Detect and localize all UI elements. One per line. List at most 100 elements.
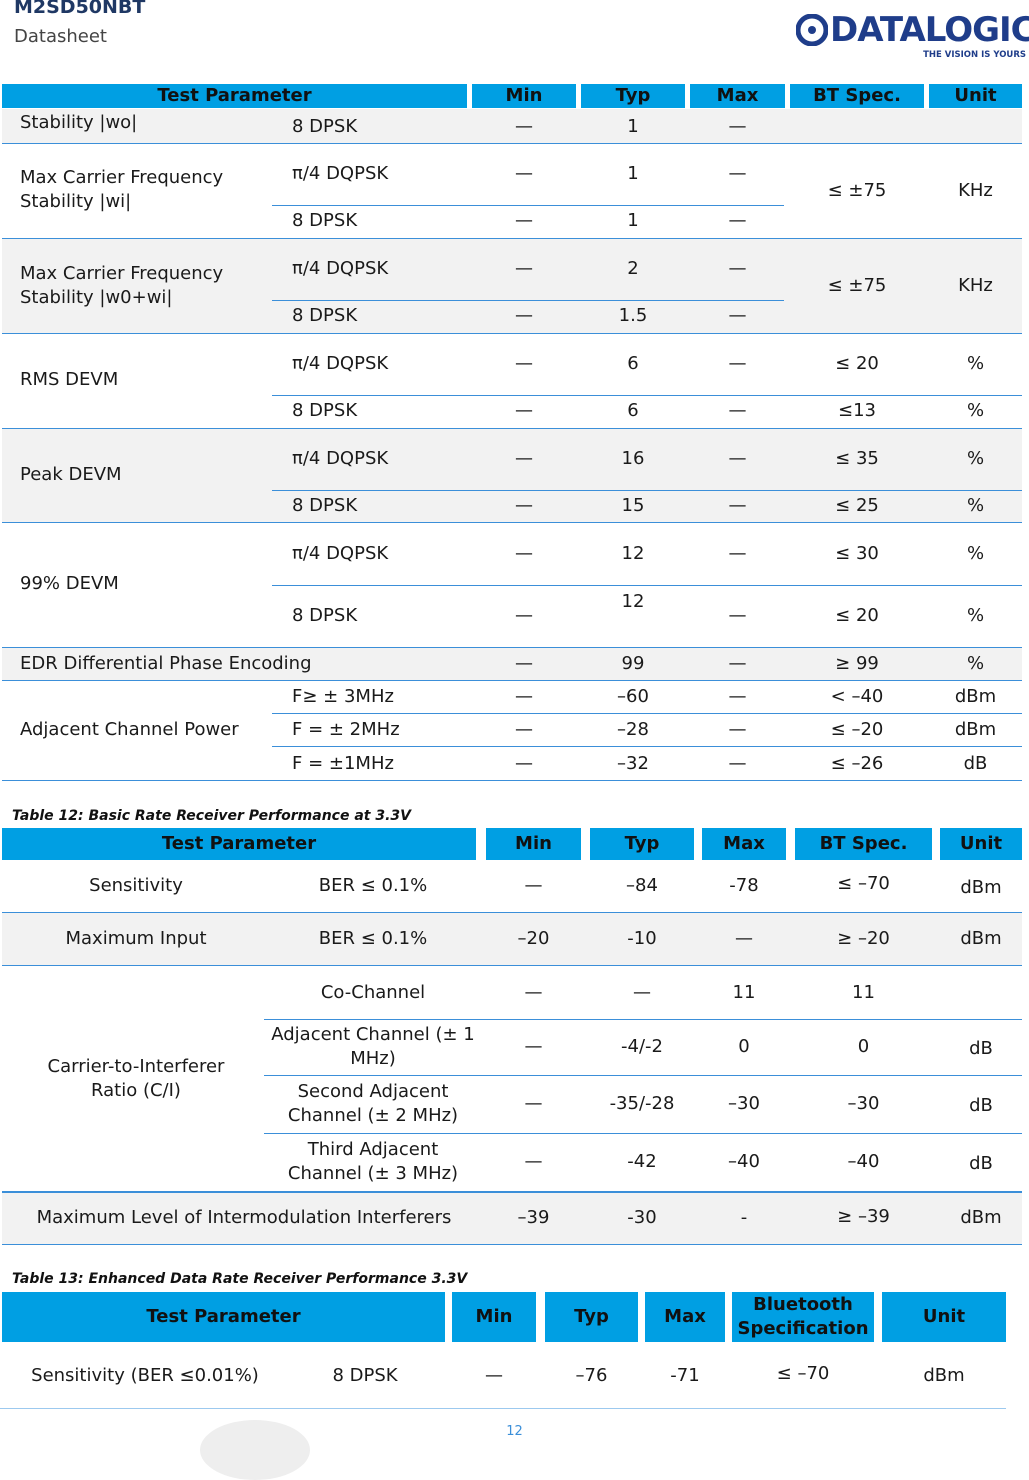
table-cell: %: [966, 400, 985, 421]
t1-header-typ: Typ: [581, 84, 685, 108]
logo-mark-icon: [796, 14, 828, 46]
logo-tagline: THE VISION IS YOURS: [923, 50, 1026, 60]
table-cell: dBm: [923, 1365, 965, 1386]
table-cell: —: [515, 686, 533, 707]
table-cell: dBm: [954, 719, 997, 740]
table-cell: 8 DPSK: [292, 210, 358, 231]
table-cell: 8 DPSK: [292, 605, 358, 626]
table-cell: —: [515, 163, 533, 184]
table-cell: —: [728, 543, 747, 564]
table-cell: dBm: [960, 1207, 1002, 1228]
table-cell: -42: [627, 1151, 657, 1172]
table-cell: ≥ 99: [835, 653, 879, 674]
table-cell: —: [728, 495, 747, 516]
table-cell: —: [633, 982, 651, 1003]
table-cell: dB: [969, 1095, 993, 1116]
t3-header-spec: Bluetooth Specification: [732, 1292, 874, 1342]
table-cell: —: [515, 353, 533, 374]
table-cell: –20: [517, 928, 550, 949]
table-cell: –40: [728, 1151, 760, 1172]
t3-header-typ: Typ: [545, 1292, 638, 1342]
table-cell: dB: [963, 753, 988, 774]
table-cell: —: [524, 1093, 543, 1114]
table-cell: %: [966, 605, 985, 626]
table-cell: –40: [847, 1151, 880, 1172]
table-cell: 1: [627, 116, 639, 137]
table-cell: Sensitivity (BER ≤0.01%): [31, 1365, 259, 1386]
t2-header-typ: Typ: [590, 828, 694, 860]
table-cell: —: [524, 1151, 543, 1172]
t2-header-unit: Unit: [940, 828, 1022, 860]
table-cell: —: [515, 719, 533, 740]
table-cell: %: [966, 448, 985, 469]
table-cell: —: [728, 605, 747, 626]
table-cell: -10: [627, 928, 657, 949]
t1-row-shade: [2, 239, 1022, 333]
table-cell: F = ± 2MHz: [292, 719, 400, 740]
t2-row-shade: [2, 1193, 1022, 1244]
table-cell: Maximum Input: [65, 928, 207, 949]
table-cell: 8 DPSK: [292, 116, 358, 137]
table-cell: ≤ 25: [835, 495, 879, 516]
table-cell: –60: [617, 686, 649, 707]
page-number: 12: [506, 1424, 523, 1439]
t1-header-param: Test Parameter: [2, 84, 467, 108]
datalogic-logo: DATALOGIC THE VISION IS YOURS: [796, 10, 1029, 64]
table-cell: KHz: [958, 275, 993, 296]
table-cell: —: [524, 875, 543, 896]
table-cell: —: [524, 1036, 543, 1057]
table-cell: —: [728, 163, 747, 184]
table-cell: -30: [627, 1207, 657, 1228]
t1-row-shade: [2, 109, 1022, 143]
table-cell: Maximum Level of Intermodulation Interfe…: [36, 1207, 452, 1228]
table-cell: -35/-28: [609, 1093, 675, 1114]
table-cell: 12: [621, 543, 645, 564]
table-cell: %: [966, 543, 985, 564]
table-cell: ≤13: [838, 400, 876, 421]
table-cell: —: [515, 653, 533, 674]
table-cell: —: [515, 116, 533, 137]
t3-header-max: Max: [645, 1292, 725, 1342]
table-cell: –32: [617, 753, 649, 774]
t1-header-spec: BT Spec.: [790, 84, 924, 108]
footer-divider: [0, 1408, 1006, 1409]
table-cell: Co-Channel: [320, 982, 426, 1003]
table-cell: —: [728, 116, 747, 137]
table-cell: ≥ –20: [837, 928, 890, 949]
table-cell: —: [515, 753, 533, 774]
table-cell: Adjacent Channel Power: [20, 719, 239, 740]
table-cell: π/4 DQPSK: [292, 543, 389, 564]
table-cell: –76: [575, 1365, 608, 1386]
table-cell: dB: [969, 1153, 993, 1174]
table-cell: —: [728, 719, 747, 740]
t1-header-max: Max: [690, 84, 785, 108]
logo-wordmark: DATALOGIC: [830, 10, 1029, 50]
table-cell: EDR Differential Phase Encoding: [20, 653, 312, 674]
t2-row-shade: [2, 913, 1022, 965]
table-cell: 2: [627, 258, 639, 279]
table-cell: 12: [621, 591, 645, 612]
t1-row-shade: [2, 429, 1022, 522]
table-cell: —: [515, 400, 533, 421]
table-cell: π/4 DQPSK: [292, 258, 389, 279]
table-cell: 99: [621, 653, 645, 674]
t3-header-unit: Unit: [882, 1292, 1006, 1342]
t2-header-spec: BT Spec.: [795, 828, 932, 860]
table-cell: —: [515, 495, 533, 516]
t2-header-param: Test Parameter: [2, 828, 476, 860]
table-cell: —: [728, 400, 747, 421]
table-cell: dBm: [960, 877, 1002, 898]
t1-row-shade: [2, 648, 1022, 680]
table-cell: ≤ –70: [776, 1363, 830, 1384]
t1-header-min: Min: [472, 84, 576, 108]
table-13-caption: Table 13: Enhanced Data Rate Receiver Pe…: [12, 1271, 468, 1287]
table-cell: < –40: [830, 686, 884, 707]
table-cell: Stability |wo|: [20, 112, 138, 133]
table-cell: —: [515, 543, 533, 564]
table-cell: BER ≤ 0.1%: [318, 875, 428, 896]
table-cell: 6: [627, 400, 639, 421]
table-cell: RMS DEVM: [20, 369, 119, 390]
table-cell: Third Adjacent Channel (± 3 MHz): [287, 1139, 459, 1184]
table-cell: dBm: [954, 686, 997, 707]
table-cell: BER ≤ 0.1%: [318, 928, 428, 949]
